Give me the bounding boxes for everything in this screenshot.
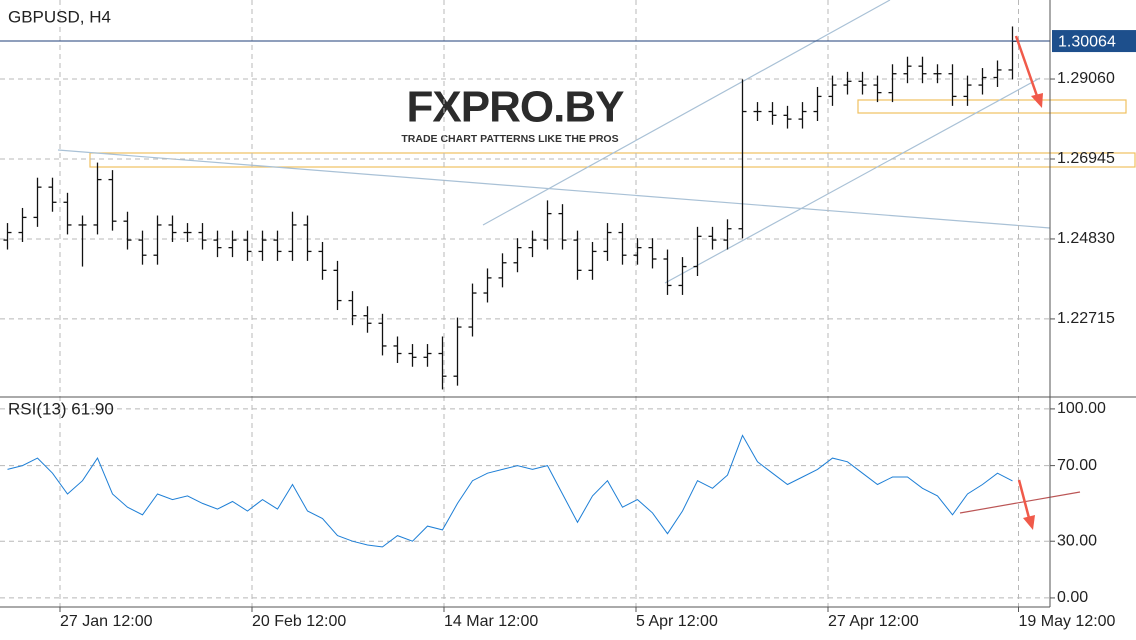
chart-title: GBPUSD, H4 bbox=[8, 7, 111, 26]
rsi-line bbox=[7, 434, 1013, 548]
y-tick-label: 0.00 bbox=[1057, 589, 1088, 606]
logo-text: FXPRO.BY bbox=[407, 83, 625, 132]
x-tick-label: 27 Jan 12:00 bbox=[60, 613, 153, 630]
rsi-trend-line bbox=[959, 491, 1081, 514]
current-price-box bbox=[1052, 30, 1136, 53]
logo: FXPRO.BY TRADE CHART PATTERNS LIKE THE P… bbox=[401, 83, 626, 145]
x-tick-label: 27 Apr 12:00 bbox=[828, 613, 919, 630]
y-tick-label: 100.00 bbox=[1057, 400, 1106, 417]
y-tick-label: 1.26945 bbox=[1057, 150, 1115, 167]
arrow-head bbox=[1031, 93, 1043, 108]
arrows bbox=[1014, 35, 1043, 530]
logo-tagline: TRADE CHART PATTERNS LIKE THE PROS bbox=[401, 133, 618, 145]
y-tick-label: 1.24830 bbox=[1057, 230, 1115, 247]
x-tick-label: 20 Feb 12:00 bbox=[252, 613, 346, 630]
channel-line bbox=[482, 0, 891, 226]
x-tick-label: 14 Mar 12:00 bbox=[444, 613, 538, 630]
arrow bbox=[1014, 35, 1039, 97]
x-tick-label: 5 Apr 12:00 bbox=[636, 613, 718, 630]
resistance-zone bbox=[857, 99, 1127, 114]
y-tick-label: 70.00 bbox=[1057, 457, 1097, 474]
logo-background bbox=[404, 90, 626, 130]
x-tick-label: 19 May 12:00 bbox=[1019, 613, 1116, 630]
trend-line bbox=[57, 149, 1051, 229]
current-price-label: 1.30064 bbox=[1058, 33, 1116, 50]
arrow bbox=[1017, 479, 1031, 519]
y-tick-label: 30.00 bbox=[1057, 532, 1097, 549]
channel-line bbox=[664, 77, 1041, 284]
y-tick-label: 1.22715 bbox=[1057, 310, 1115, 327]
arrow-head bbox=[1023, 515, 1035, 530]
indicator-title: RSI(13) 61.90 bbox=[8, 399, 114, 418]
y-tick-label: 1.29060 bbox=[1057, 70, 1115, 87]
